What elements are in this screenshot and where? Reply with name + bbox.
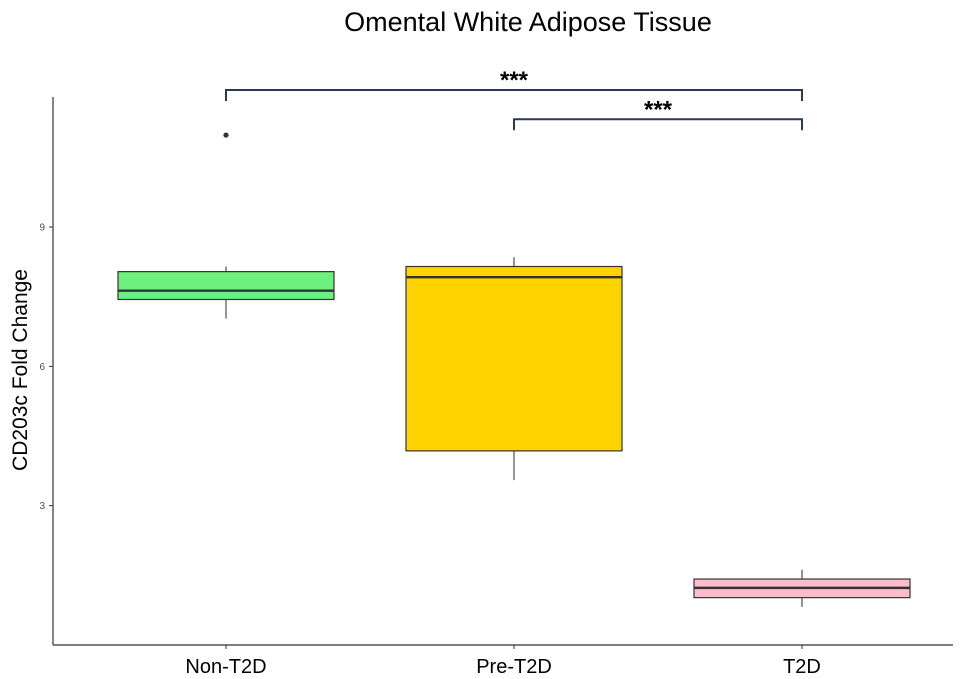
y-tick-label: 6 [39,362,45,373]
box-plots [117,132,911,607]
x-tick-label: Non-T2D [185,656,266,678]
significance-bracket: *** [225,67,803,102]
chart-title: Omental White Adipose Tissue [344,7,712,37]
bracket-line [225,89,803,102]
significance-label: *** [500,67,529,94]
outlier-point [223,132,229,138]
y-tick-label: 9 [39,223,45,234]
x-tick-label: Pre-T2D [476,656,552,678]
box-group-non-t2d [117,132,335,319]
x-tick-label: T2D [783,656,821,678]
bracket-line [513,118,803,131]
box-body [405,265,623,452]
box-group-pre-t2d [405,257,623,481]
y-axis-label: CD203c Fold Change [9,269,32,471]
box-body [117,271,335,301]
significance-label: *** [644,96,673,123]
box-group-t2d [693,569,911,607]
significance-bracket: *** [513,96,803,131]
y-tick-label: 3 [39,501,45,512]
significance-brackets: *** *** [225,67,803,131]
y-axis-ticks: 3 6 9 [39,223,53,512]
x-axis-ticks: Non-T2D Pre-T2D T2D [185,645,821,678]
